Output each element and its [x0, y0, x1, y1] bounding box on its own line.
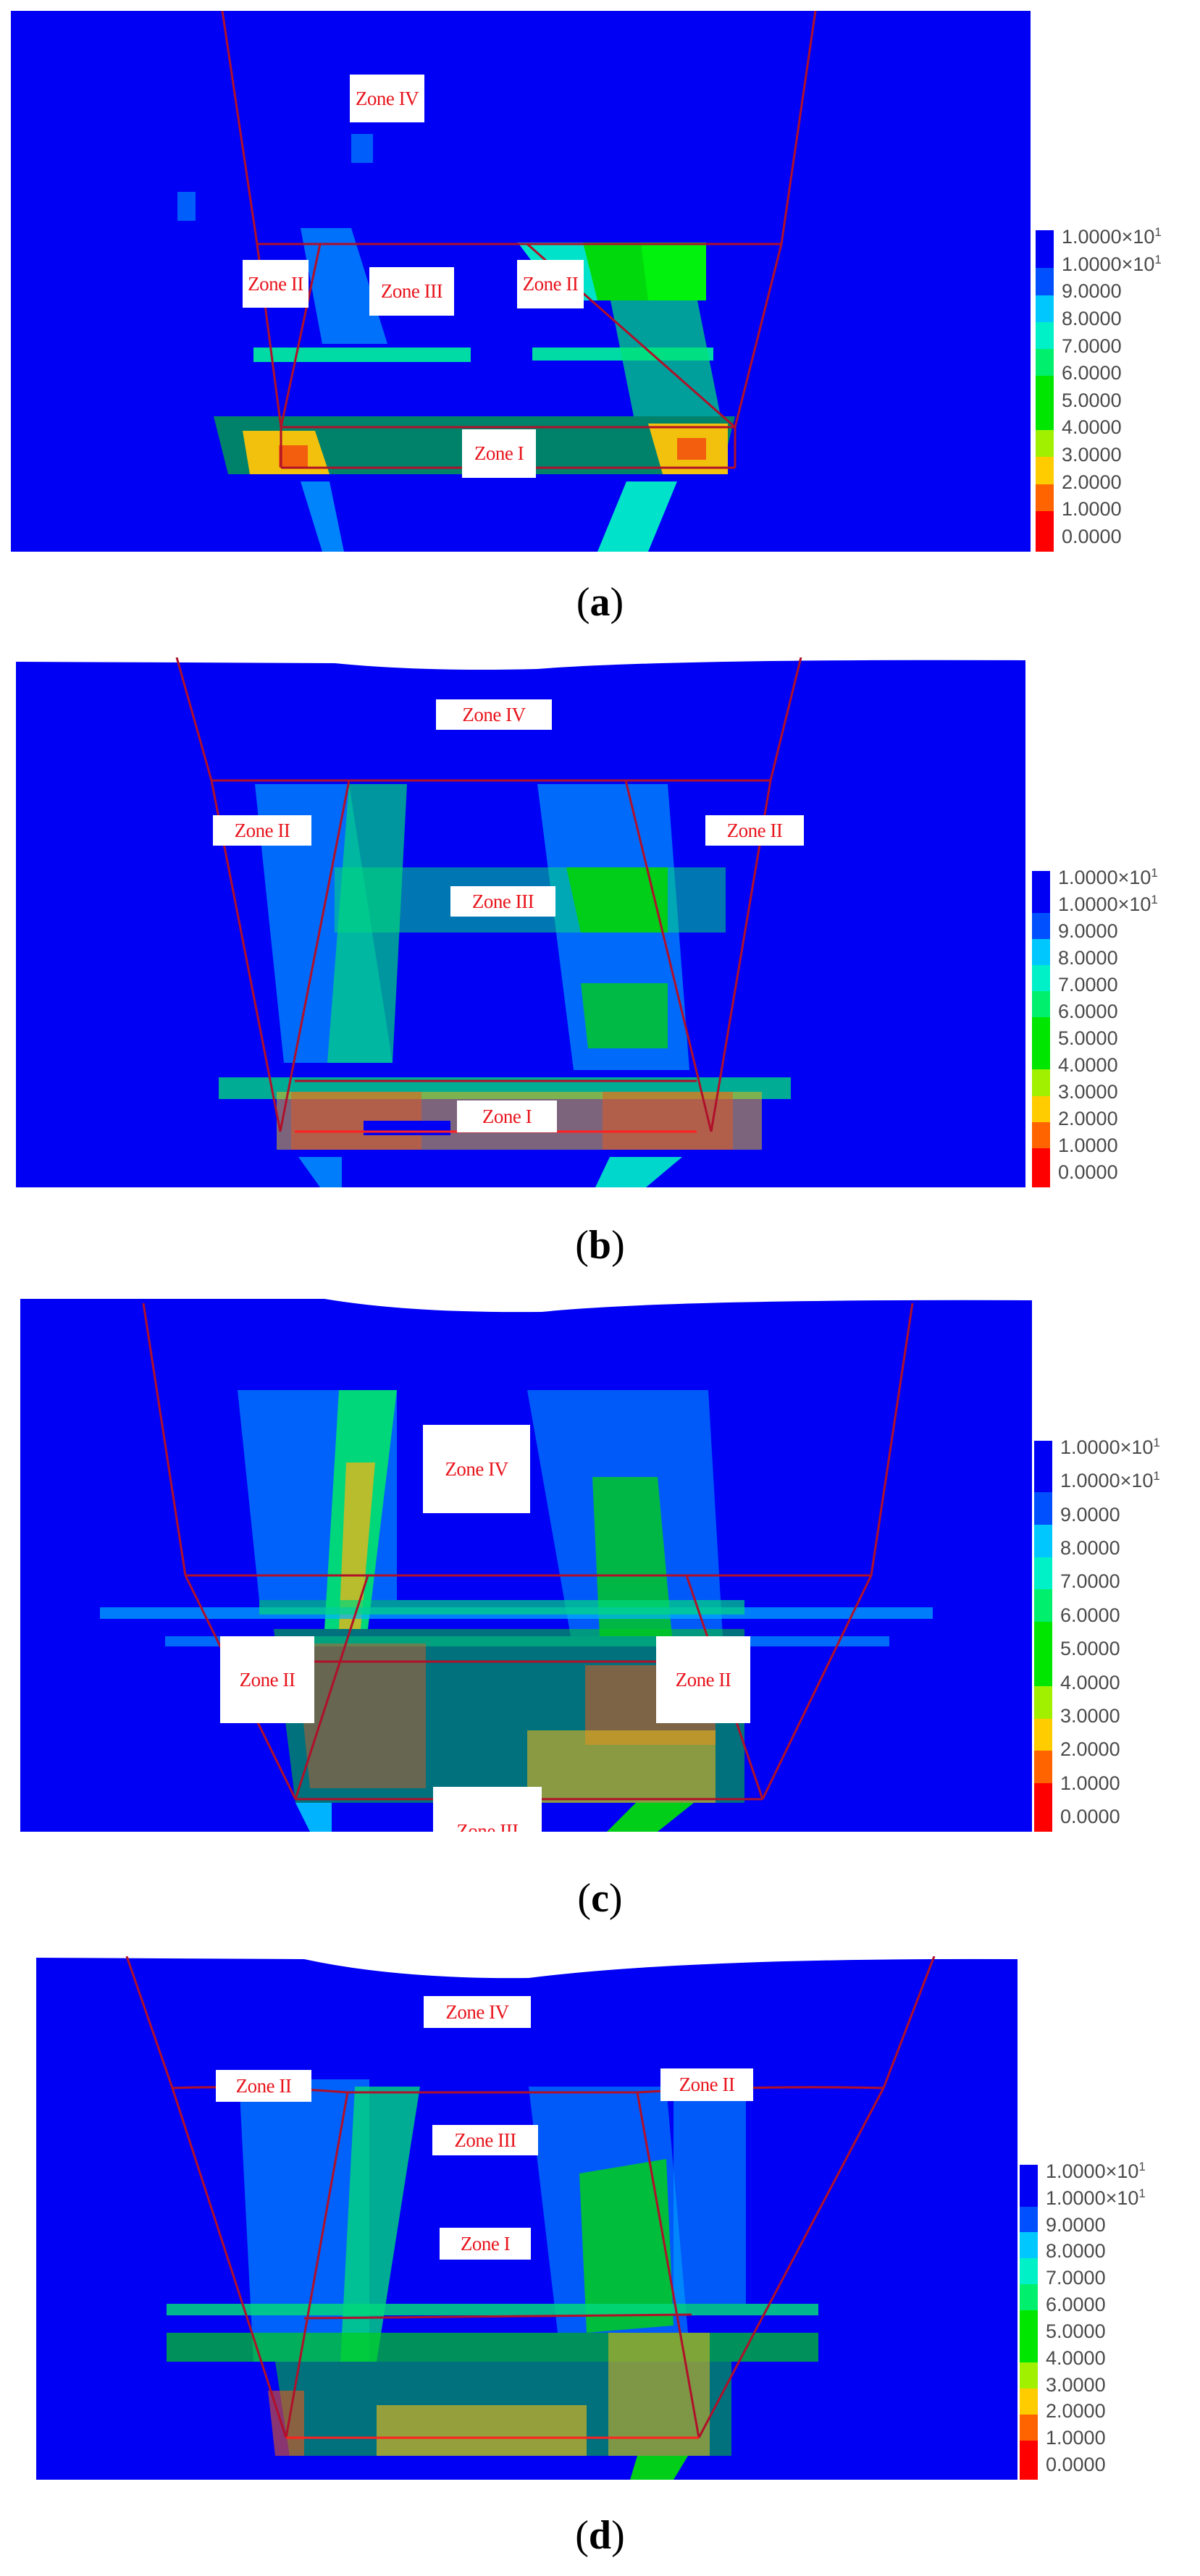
- legend-label: 0.0000: [1046, 2453, 1106, 2475]
- legend-label: 9.0000: [1058, 920, 1118, 942]
- contour-plot-a: Zone IV Zone II Zone III Zone II Zone I: [11, 11, 1031, 552]
- legend-label: 5.0000: [1062, 389, 1122, 411]
- zone-i-label: Zone I: [457, 1100, 557, 1132]
- legend-label: 6.0000: [1060, 1604, 1120, 1626]
- zone-ii-right-label: Zone II: [517, 260, 584, 308]
- legend-label: 2.0000: [1060, 1738, 1120, 1761]
- zone-ii-left-label: Zone II: [243, 260, 309, 308]
- legend-label: 3.0000: [1062, 444, 1122, 466]
- contour-field-a: [177, 11, 817, 552]
- zone-iii-label: Zone III: [450, 886, 555, 917]
- caption-a: (a): [576, 580, 624, 625]
- contour-field-c: [20, 1296, 1032, 1832]
- zone-ii-left-label: Zone II: [216, 2070, 311, 2102]
- zone-ii-left-label: Zone II: [220, 1636, 314, 1723]
- legend-label: 1.0000: [1046, 2427, 1106, 2449]
- legend-label: 1.0000×101: [1058, 866, 1158, 888]
- caption-d: (d): [575, 2513, 625, 2558]
- zone-ii-left-label: Zone II: [213, 815, 311, 846]
- legend-label: 2.0000: [1062, 471, 1122, 493]
- legend-label: 8.0000: [1058, 947, 1118, 969]
- legend-label: 0.0000: [1062, 525, 1122, 547]
- colorbar-labels-c: 1.0000×101 1.0000×101 9.0000 8.0000 7.00…: [1060, 1436, 1160, 1827]
- zone-iii-label: Zone III: [433, 1787, 542, 1832]
- colorbar-legend-d: 1.0000×101 1.0000×101 9.0000 8.0000 7.00…: [1020, 2160, 1183, 2480]
- zone-iv-label: Zone IV: [436, 699, 552, 730]
- colorbar-legend-c: 1.0000×101 1.0000×101 9.0000 8.0000 7.00…: [1034, 1436, 1197, 1832]
- legend-label: 6.0000: [1062, 362, 1122, 384]
- legend-label: 1.0000: [1058, 1135, 1118, 1156]
- legend-label: 8.0000: [1046, 2240, 1106, 2263]
- colorbar-d: [1020, 2165, 1038, 2480]
- contour-field-d: [36, 1956, 1018, 2480]
- legend-label: 1.0000×101: [1062, 252, 1162, 275]
- legend-label: 1.0000: [1060, 1772, 1120, 1794]
- legend-label: 4.0000: [1060, 1671, 1120, 1693]
- legend-label: 9.0000: [1062, 280, 1122, 303]
- zone-ii-right-label: Zone II: [705, 815, 804, 846]
- colorbar-legend-a: 1.0000×101 1.0000×101 9.0000 8.0000 7.00…: [1036, 226, 1195, 552]
- legend-label: 9.0000: [1046, 2213, 1106, 2236]
- legend-label: 1.0000×101: [1046, 2186, 1146, 2209]
- zone-iv-label: Zone IV: [424, 1996, 531, 2028]
- zone-ii-right-label: Zone II: [660, 2068, 753, 2101]
- zone-i-label: Zone I: [462, 429, 536, 478]
- legend-label: 7.0000: [1062, 334, 1122, 357]
- legend-label: 2.0000: [1046, 2400, 1106, 2423]
- legend-label: 6.0000: [1058, 1001, 1118, 1022]
- zone-ii-right-label: Zone II: [656, 1636, 750, 1723]
- caption-b: (b): [575, 1223, 625, 1268]
- contour-plot-c: Zone IV Zone II Zone III Zone II Zone I: [20, 1296, 1032, 1832]
- legend-label: 1.0000×101: [1058, 893, 1158, 915]
- legend-label: 1.0000×101: [1060, 1436, 1160, 1458]
- legend-label: 8.0000: [1062, 307, 1122, 329]
- colorbar-a: [1036, 230, 1054, 552]
- contour-plot-b: Zone IV Zone II Zone III Zone II Zone I: [16, 657, 1025, 1187]
- caption-c: (c): [577, 1876, 623, 1921]
- legend-label: 9.0000: [1060, 1503, 1120, 1525]
- zone-iv-label: Zone IV: [350, 75, 424, 122]
- colorbar-labels-a: 1.0000×101 1.0000×101 9.0000 8.0000 7.00…: [1062, 226, 1162, 547]
- legend-label: 0.0000: [1058, 1161, 1118, 1183]
- legend-label: 7.0000: [1046, 2267, 1106, 2289]
- legend-label: 7.0000: [1058, 974, 1118, 996]
- legend-label: 4.0000: [1058, 1054, 1118, 1076]
- legend-label: 1.0000×101: [1046, 2160, 1146, 2182]
- legend-label: 2.0000: [1058, 1108, 1118, 1129]
- colorbar-b: [1032, 871, 1050, 1187]
- contour-plot-d: Zone IV Zone II Zone III Zone II Zone I: [36, 1956, 1018, 2480]
- legend-label: 6.0000: [1046, 2294, 1106, 2316]
- legend-label: 7.0000: [1060, 1570, 1120, 1593]
- legend-label: 5.0000: [1060, 1638, 1120, 1660]
- legend-label: 4.0000: [1062, 416, 1122, 439]
- legend-label: 1.0000×101: [1062, 225, 1162, 248]
- legend-label: 1.0000×101: [1060, 1469, 1160, 1492]
- legend-label: 1.0000: [1062, 498, 1122, 521]
- legend-label: 8.0000: [1060, 1537, 1120, 1560]
- legend-label: 3.0000: [1046, 2373, 1106, 2396]
- legend-label: 5.0000: [1046, 2320, 1106, 2342]
- legend-label: 4.0000: [1046, 2346, 1106, 2369]
- legend-label: 5.0000: [1058, 1027, 1118, 1049]
- colorbar-c: [1034, 1441, 1052, 1832]
- colorbar-labels-d: 1.0000×101 1.0000×101 9.0000 8.0000 7.00…: [1046, 2160, 1146, 2475]
- zone-i-label: Zone I: [440, 2228, 531, 2260]
- legend-label: 0.0000: [1060, 1805, 1120, 1827]
- zone-iii-label: Zone III: [369, 267, 454, 316]
- colorbar-labels-b: 1.0000×101 1.0000×101 9.0000 8.0000 7.00…: [1058, 867, 1158, 1183]
- zone-iv-label: Zone IV: [423, 1425, 530, 1513]
- zone-iii-label: Zone III: [432, 2125, 538, 2155]
- legend-label: 3.0000: [1058, 1081, 1118, 1103]
- legend-label: 3.0000: [1060, 1704, 1120, 1727]
- colorbar-legend-b: 1.0000×101 1.0000×101 9.0000 8.0000 7.00…: [1032, 867, 1195, 1187]
